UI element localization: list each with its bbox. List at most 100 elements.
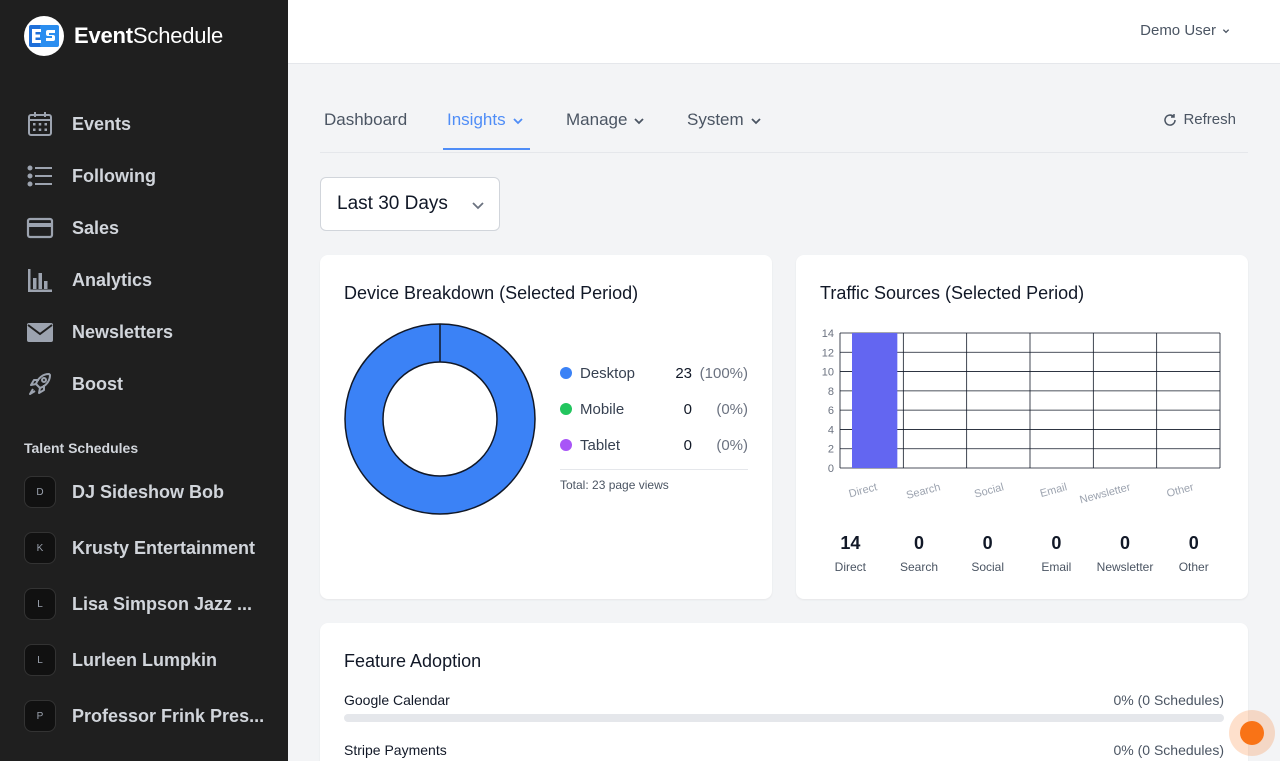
- talent-name: Lisa Simpson Jazz ...: [72, 593, 253, 614]
- x-tick-label: Newsletter: [1078, 481, 1132, 506]
- talent-name: Professor Frink Pres...: [72, 705, 265, 726]
- feature-row: Stripe Payments 0% (0 Schedules): [344, 742, 1224, 761]
- avatar: K: [24, 532, 56, 564]
- chevron-down-icon: [512, 118, 523, 125]
- credit-card-icon: [26, 217, 54, 239]
- chat-bubble-icon: [1240, 721, 1264, 745]
- x-tick-label: Email: [1039, 481, 1069, 500]
- envelope-icon: [27, 323, 53, 342]
- avatar: D: [24, 476, 56, 508]
- sidebar-item-analytics[interactable]: Analytics: [0, 254, 288, 306]
- stat-value: 0: [1051, 533, 1062, 553]
- sidebar-item-label: Following: [72, 165, 156, 186]
- app-logo[interactable]: EventSchedule: [24, 16, 223, 56]
- feature-name: Google Calendar: [344, 692, 450, 708]
- stat-label: Email: [1041, 560, 1072, 574]
- y-tick-label: 14: [822, 328, 834, 340]
- x-tick-label: Social: [973, 481, 1005, 500]
- chevron-down-icon: [1222, 28, 1230, 33]
- stat-value: 0: [982, 533, 993, 553]
- support-chat-button[interactable]: [1229, 710, 1275, 756]
- main-tabs: Dashboard Insights Manage System Refresh: [320, 100, 1248, 153]
- tab-insights[interactable]: Insights: [443, 100, 530, 150]
- talent-item[interactable]: L Lurleen Lumpkin: [0, 632, 288, 688]
- stat-other: 0 Other: [1159, 533, 1228, 574]
- legend-item-tablet: Tablet 0 (0%): [560, 427, 748, 463]
- sidebar-item-sales[interactable]: Sales: [0, 202, 288, 254]
- avatar: L: [24, 644, 56, 676]
- period-select[interactable]: Last 30 Days: [320, 177, 500, 231]
- legend-percent: (0%): [716, 400, 748, 418]
- sidebar-item-newsletters[interactable]: Newsletters: [0, 306, 288, 358]
- logo-mark-icon: [29, 25, 59, 47]
- sidebar-item-boost[interactable]: Boost: [0, 358, 288, 410]
- legend-label: Desktop: [580, 364, 636, 382]
- legend-percent: (100%): [699, 364, 748, 382]
- card-title: Traffic Sources (Selected Period): [820, 283, 1085, 303]
- feature-adoption-card: Feature Adoption Google Calendar 0% (0 S…: [320, 623, 1248, 761]
- stat-direct: 14 Direct: [816, 533, 885, 574]
- talent-item[interactable]: D DJ Sideshow Bob: [0, 464, 288, 520]
- logo-badge: [24, 16, 64, 56]
- refresh-label: Refresh: [1183, 111, 1236, 128]
- legend-percent: (0%): [716, 436, 748, 454]
- stat-email: 0 Email: [1022, 533, 1091, 574]
- avatar: L: [24, 588, 56, 620]
- y-tick-label: 10: [822, 367, 834, 379]
- donut-hole: [382, 361, 498, 477]
- user-menu[interactable]: Demo User: [1140, 22, 1230, 39]
- talent-name: Lurleen Lumpkin: [72, 649, 218, 670]
- y-tick-label: 4: [828, 424, 834, 436]
- talent-item[interactable]: P Professor Frink Pres...: [0, 688, 288, 744]
- feature-row: Google Calendar 0% (0 Schedules): [344, 692, 1224, 722]
- user-name: Demo User: [1140, 22, 1216, 39]
- legend-dot: [560, 367, 572, 379]
- x-tick-label: Direct: [848, 481, 879, 500]
- sidebar-item-label: Events: [72, 113, 132, 134]
- sidebar-item-events[interactable]: Events: [0, 98, 288, 150]
- sidebar-item-following[interactable]: Following: [0, 150, 288, 202]
- stat-value: 0: [1188, 533, 1199, 553]
- talent-item[interactable]: L Lisa Simpson Jazz ...: [0, 576, 288, 632]
- tab-label: Insights: [447, 110, 506, 129]
- tab-label: Manage: [566, 110, 628, 129]
- legend-count: 0: [683, 436, 692, 454]
- traffic-stats: 14 Direct 0 Search 0 Social 0 Email 0 Ne…: [816, 533, 1228, 574]
- x-tick-label: Other: [1165, 481, 1195, 500]
- talent-item[interactable]: K Krusty Entertainment: [0, 520, 288, 576]
- talent-schedules-heading: Talent Schedules: [24, 440, 139, 456]
- y-tick-label: 0: [828, 463, 834, 475]
- list-icon: [27, 165, 52, 187]
- device-breakdown-card: Device Breakdown (Selected Period) Deskt…: [320, 255, 772, 599]
- stat-label: Search: [899, 560, 939, 574]
- tab-manage[interactable]: Manage: [566, 100, 645, 150]
- stat-label: Social: [971, 560, 1005, 574]
- sidebar: EventSchedule Events Following Sales: [0, 0, 288, 761]
- feature-value: 0% (0 Schedules): [1113, 742, 1224, 758]
- tab-system[interactable]: System: [687, 100, 762, 150]
- chart-bar-icon: [28, 269, 52, 292]
- device-donut-chart: [344, 323, 536, 515]
- stat-label: Direct: [834, 560, 866, 574]
- tab-dashboard[interactable]: Dashboard: [324, 100, 407, 150]
- refresh-button[interactable]: Refresh: [1163, 111, 1236, 128]
- y-tick-label: 2: [828, 444, 834, 456]
- stat-newsletter: 0 Newsletter: [1091, 533, 1160, 574]
- traffic-bar-chart: 0 2 4 6 8 10 12 14 Direct Search Social Email Newsle…: [822, 328, 1221, 506]
- legend-count: 23: [675, 364, 692, 382]
- sidebar-nav: Events Following Sales Analytics: [0, 98, 288, 410]
- refresh-icon: [1164, 113, 1177, 126]
- legend-label: Tablet: [580, 436, 621, 454]
- legend-item-mobile: Mobile 0 (0%): [560, 391, 748, 427]
- legend-label: Mobile: [580, 400, 625, 418]
- y-tick-label: 6: [828, 405, 834, 417]
- y-tick-label: 8: [828, 386, 834, 398]
- calendar-icon: [28, 112, 52, 136]
- sidebar-item-label: Boost: [72, 373, 123, 394]
- device-legend: Desktop 23 (100%) Mobile 0 (0%) Tablet 0…: [560, 355, 748, 492]
- stat-social: 0 Social: [953, 533, 1022, 574]
- talent-name: DJ Sideshow Bob: [72, 481, 225, 502]
- talent-list: D DJ Sideshow Bob K Krusty Entertainment…: [0, 464, 288, 744]
- legend-dot: [560, 403, 572, 415]
- bar-direct: [852, 333, 898, 468]
